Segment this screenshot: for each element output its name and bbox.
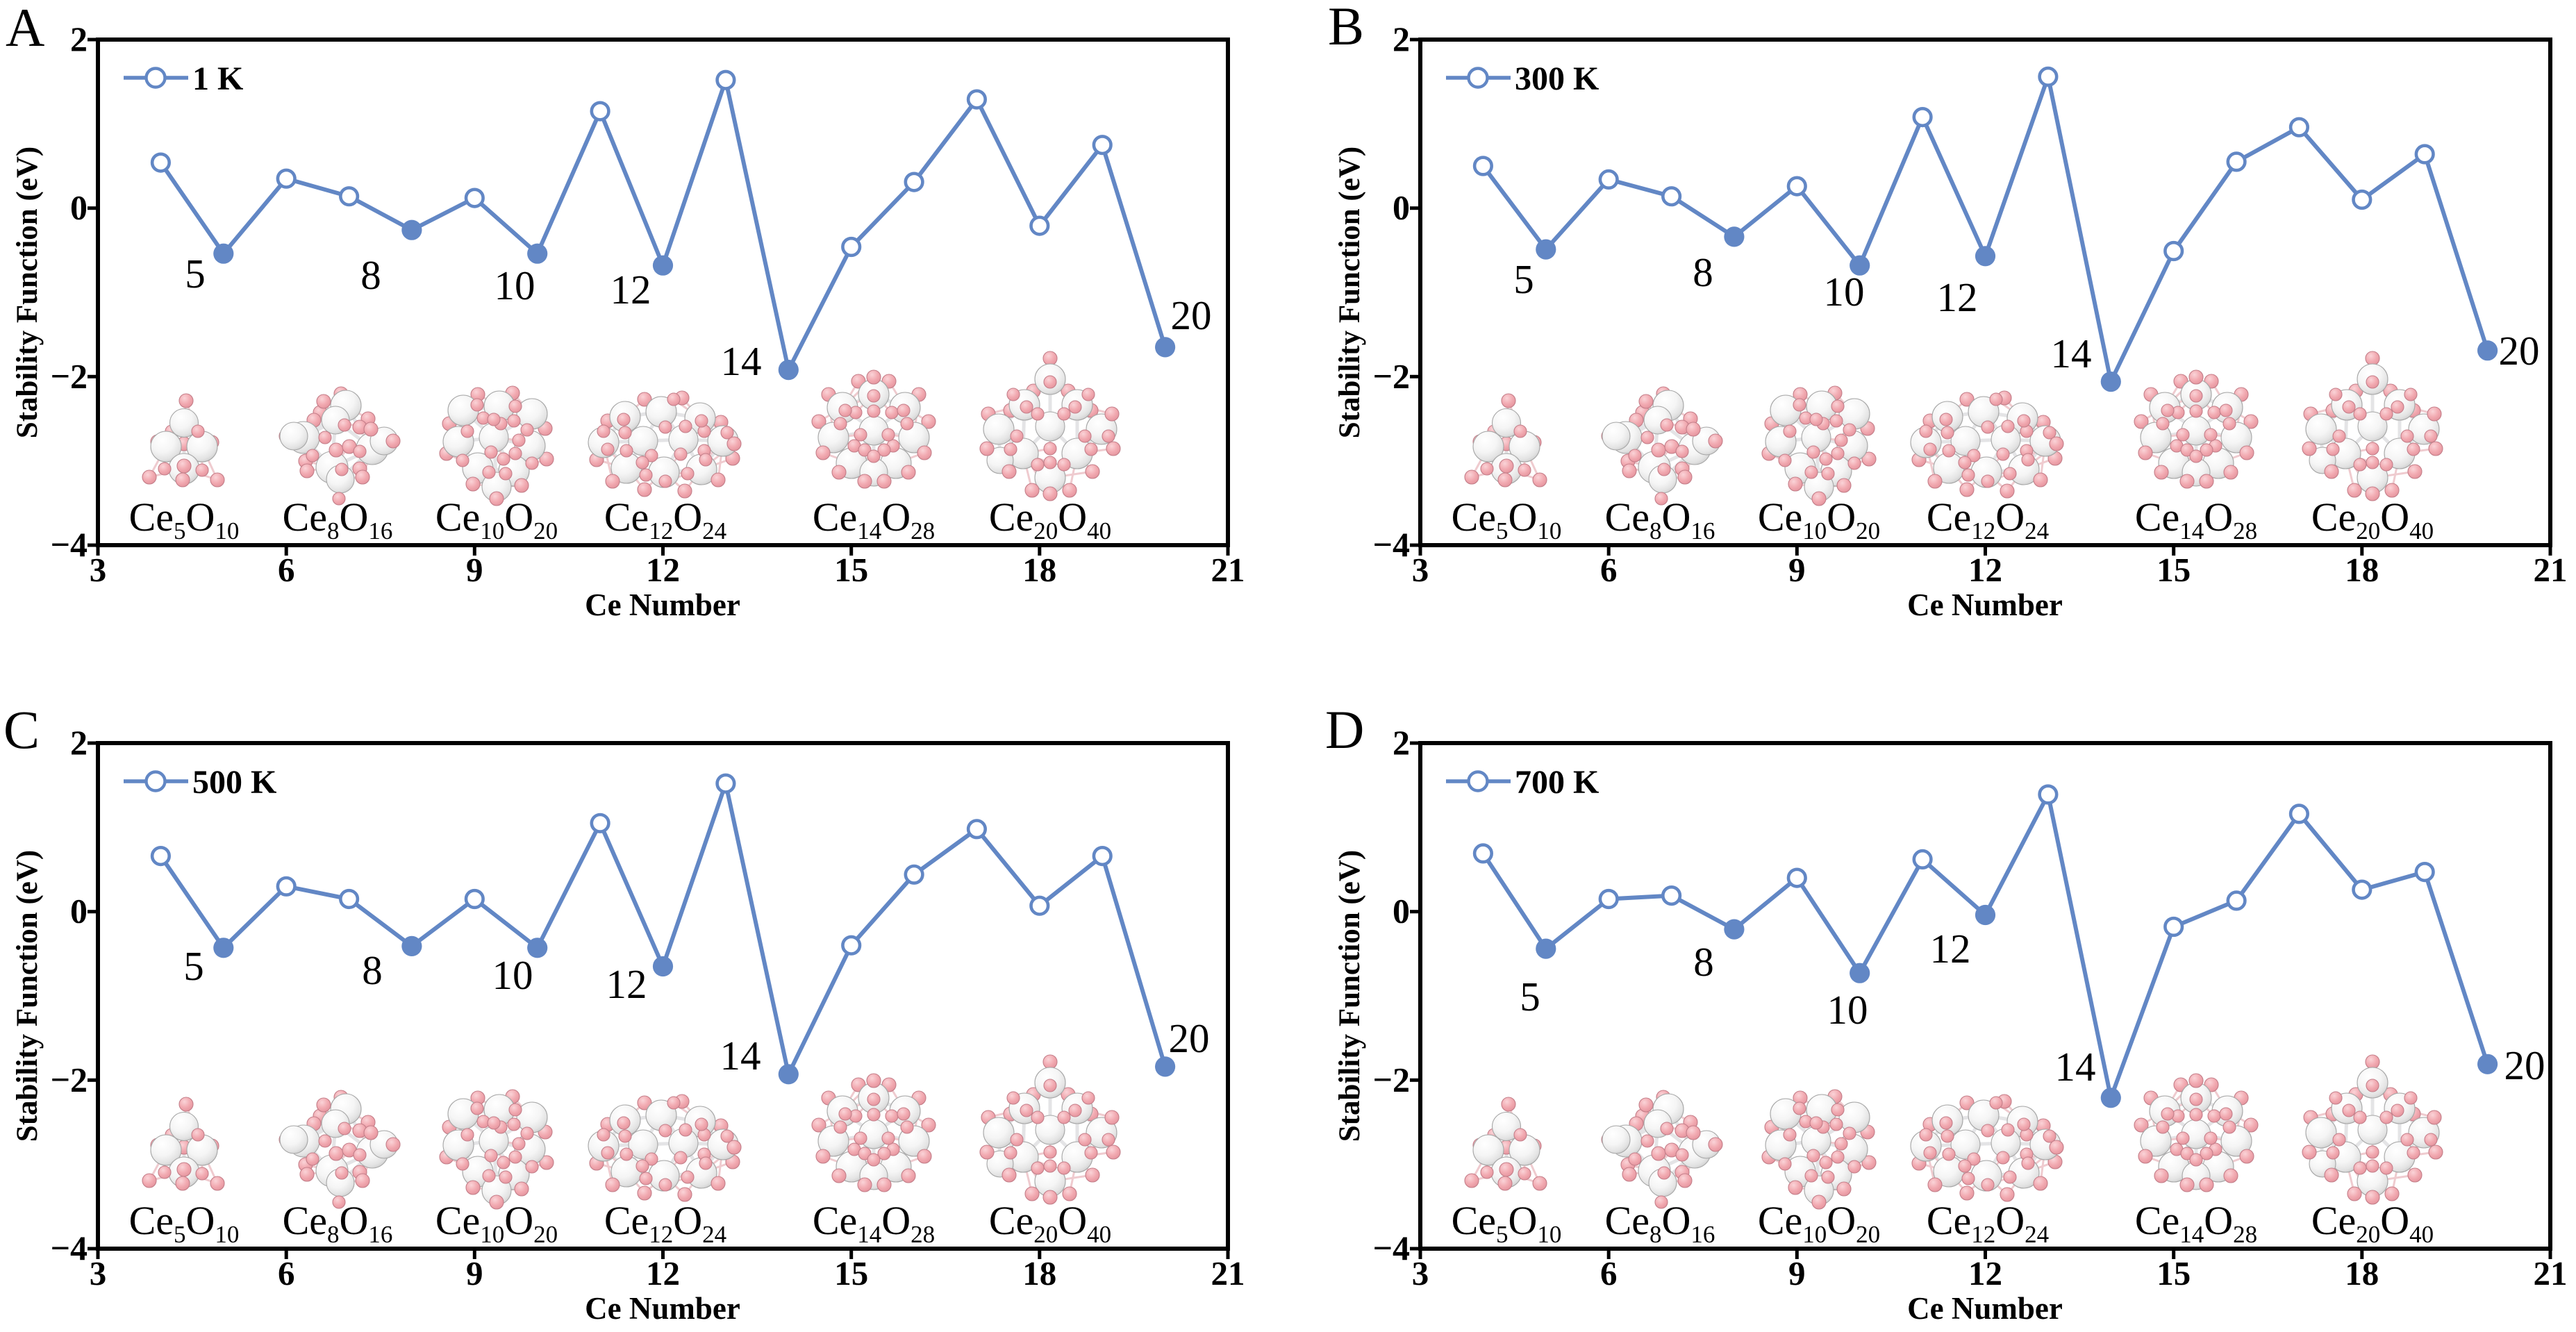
svg-text:12: 12: [1937, 274, 1978, 320]
svg-text:5: 5: [183, 943, 204, 989]
svg-text:2: 2: [1393, 19, 1410, 58]
svg-text:15: 15: [834, 1254, 868, 1292]
svg-text:Ce Number: Ce Number: [585, 1291, 740, 1326]
svg-text:C: C: [3, 699, 40, 760]
svg-text:5: 5: [1513, 256, 1534, 302]
svg-text:12: 12: [1968, 1254, 2002, 1292]
svg-text:Ce20O40: Ce20O40: [989, 494, 1111, 544]
svg-text:6: 6: [1600, 551, 1618, 589]
svg-text:21: 21: [2534, 551, 2568, 589]
svg-text:14: 14: [720, 1033, 761, 1079]
svg-text:700 K: 700 K: [1515, 764, 1599, 801]
svg-text:A: A: [6, 0, 44, 58]
svg-text:15: 15: [2157, 551, 2191, 589]
svg-text:21: 21: [1211, 1254, 1245, 1292]
svg-text:9: 9: [466, 1254, 483, 1292]
svg-text:12: 12: [610, 267, 651, 313]
svg-text:−4: −4: [1373, 525, 1411, 564]
svg-text:−2: −2: [1373, 356, 1411, 395]
svg-text:Stability Function (eV): Stability Function (eV): [11, 850, 44, 1142]
svg-text:−2: −2: [51, 1060, 88, 1099]
svg-text:300 K: 300 K: [1515, 60, 1599, 97]
svg-text:2: 2: [1393, 723, 1410, 762]
svg-text:9: 9: [1788, 551, 1806, 589]
svg-text:14: 14: [721, 338, 762, 384]
svg-text:Stability Function (eV): Stability Function (eV): [1333, 850, 1366, 1142]
svg-text:5: 5: [1520, 974, 1540, 1019]
svg-text:18: 18: [2345, 551, 2379, 589]
svg-text:0: 0: [70, 892, 88, 931]
svg-text:1 K: 1 K: [192, 60, 243, 97]
svg-text:Stability Function (eV): Stability Function (eV): [1333, 147, 1366, 438]
svg-text:D: D: [1325, 699, 1364, 760]
svg-text:2: 2: [70, 723, 88, 762]
svg-text:Ce Number: Ce Number: [1907, 588, 2063, 622]
svg-text:8: 8: [1693, 939, 1714, 985]
svg-text:−2: −2: [1373, 1060, 1411, 1099]
svg-text:9: 9: [466, 551, 483, 589]
svg-text:15: 15: [2157, 1254, 2191, 1292]
svg-text:3: 3: [90, 1254, 107, 1292]
svg-text:21: 21: [2534, 1254, 2568, 1292]
svg-text:Ce14O28: Ce14O28: [2135, 494, 2257, 544]
svg-text:3: 3: [1412, 551, 1429, 589]
svg-text:3: 3: [90, 551, 107, 589]
svg-text:9: 9: [1788, 1254, 1806, 1292]
svg-text:0: 0: [1393, 892, 1410, 931]
svg-text:8: 8: [362, 947, 383, 993]
svg-text:10: 10: [1824, 269, 1865, 315]
svg-text:20: 20: [2499, 328, 2540, 374]
svg-text:6: 6: [278, 551, 295, 589]
svg-text:12: 12: [1968, 551, 2002, 589]
svg-text:10: 10: [492, 952, 533, 998]
svg-text:12: 12: [646, 1254, 680, 1292]
svg-text:12: 12: [646, 551, 680, 589]
svg-text:0: 0: [70, 188, 88, 227]
svg-text:B: B: [1328, 0, 1364, 56]
svg-text:10: 10: [495, 263, 535, 308]
svg-text:Stability Function (eV): Stability Function (eV): [11, 147, 44, 438]
svg-text:12: 12: [1930, 926, 1971, 972]
svg-text:21: 21: [1211, 551, 1245, 589]
svg-text:−2: −2: [51, 356, 88, 395]
svg-text:10: 10: [1827, 987, 1868, 1033]
svg-text:12: 12: [606, 961, 647, 1007]
svg-text:18: 18: [2345, 1254, 2379, 1292]
svg-text:Ce Number: Ce Number: [1907, 1291, 2063, 1326]
svg-text:20: 20: [1171, 292, 1212, 338]
svg-text:Ce14O28: Ce14O28: [813, 1198, 935, 1248]
svg-text:20: 20: [2504, 1042, 2545, 1088]
svg-text:8: 8: [1693, 249, 1713, 295]
svg-text:3: 3: [1412, 1254, 1429, 1292]
svg-text:18: 18: [1022, 551, 1056, 589]
svg-text:15: 15: [834, 551, 868, 589]
svg-text:14: 14: [2051, 331, 2092, 376]
svg-text:−4: −4: [1373, 1229, 1411, 1267]
svg-text:14: 14: [2055, 1044, 2096, 1090]
svg-text:18: 18: [1022, 1254, 1056, 1292]
svg-text:8: 8: [360, 252, 381, 298]
svg-text:Ce8O16: Ce8O16: [1605, 1198, 1715, 1248]
svg-text:Ce Number: Ce Number: [585, 588, 740, 622]
svg-text:−4: −4: [51, 1229, 88, 1267]
svg-text:0: 0: [1393, 188, 1410, 227]
svg-text:5: 5: [185, 251, 206, 297]
svg-text:2: 2: [70, 19, 88, 58]
svg-text:6: 6: [278, 1254, 295, 1292]
svg-text:500 K: 500 K: [192, 764, 276, 801]
svg-text:6: 6: [1600, 1254, 1618, 1292]
svg-text:−4: −4: [51, 525, 88, 564]
svg-text:20: 20: [1169, 1015, 1210, 1061]
